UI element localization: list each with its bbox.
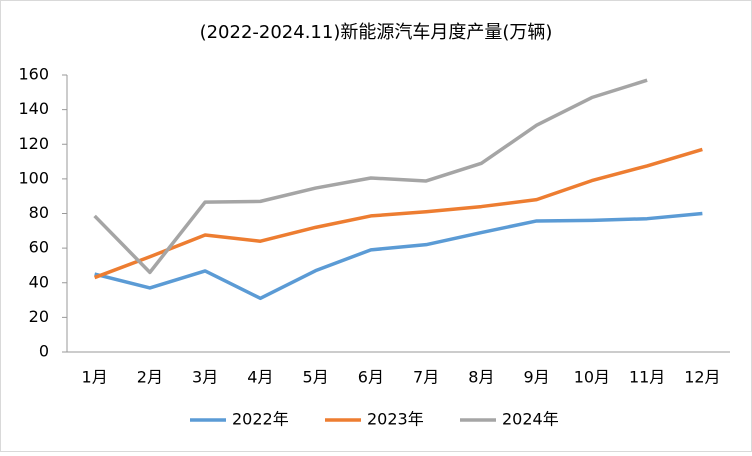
x-tick-label: 1月: [82, 368, 108, 387]
x-tick-label: 5月: [303, 368, 329, 387]
x-tick-label: 2月: [137, 368, 163, 387]
y-tick-label: 0: [39, 342, 49, 361]
x-tick-label: 8月: [468, 368, 494, 387]
x-tick-label: 10月: [574, 368, 610, 387]
y-tick-label: 40: [29, 272, 49, 291]
x-tick-label: 3月: [192, 368, 218, 387]
chart-title: (2022-2024.11)新能源汽车月度产量(万辆): [200, 22, 553, 43]
y-tick-label: 60: [29, 238, 49, 257]
y-tick-label: 100: [18, 168, 49, 187]
x-tick-label: 11月: [629, 368, 665, 387]
y-tick-label: 20: [29, 307, 49, 326]
y-tick-label: 80: [29, 203, 49, 222]
legend-label: 2022年: [232, 410, 289, 429]
x-tick-label: 6月: [358, 368, 384, 387]
series-line: [94, 147, 703, 280]
y-tick-label: 160: [18, 65, 49, 84]
legend-label: 2024年: [502, 410, 559, 429]
y-tick-label: 140: [18, 99, 49, 118]
x-tick-label: 12月: [684, 368, 720, 387]
x-tick-label: 4月: [247, 368, 273, 387]
series-line: [93, 78, 648, 275]
legend-label: 2023年: [367, 410, 424, 429]
x-tick-label: 9月: [524, 368, 550, 387]
series-line: [94, 211, 703, 301]
x-tick-label: 7月: [413, 368, 439, 387]
y-tick-label: 120: [18, 134, 49, 153]
